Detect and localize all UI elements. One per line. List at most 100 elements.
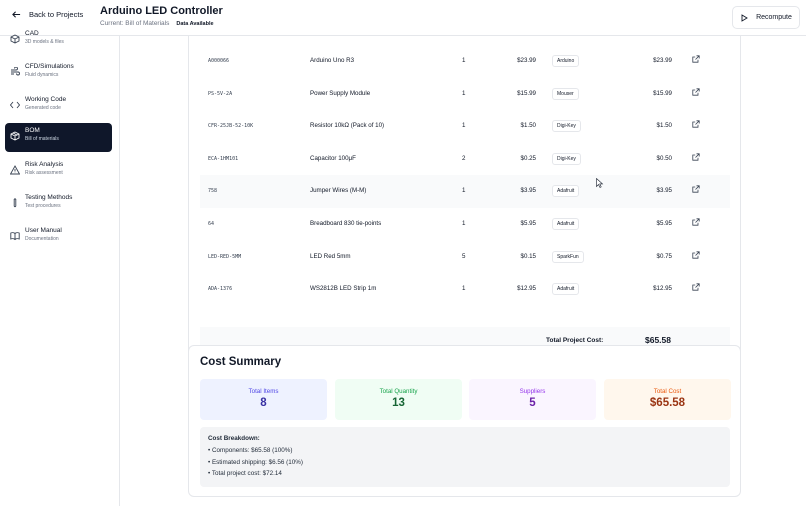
stat-label: Total Cost — [653, 388, 682, 395]
unit-price: $0.15 — [520, 252, 536, 260]
cost-summary-title: Cost Summary — [200, 356, 282, 368]
part-number: ADA-1376 — [208, 286, 233, 293]
line-total: $1.50 — [656, 122, 672, 130]
sidebar-item-bom[interactable]: BOM Bill of materials — [5, 123, 112, 152]
project-title: Arduino LED Controller — [100, 5, 223, 17]
supplier-badge: Adafruit — [552, 283, 580, 296]
sidebar-item-desc: Generated code — [25, 105, 61, 111]
quantity: 1 — [462, 57, 466, 64]
part-description: Breadboard 830 tie-points — [310, 220, 382, 227]
back-label: Back to Projects — [29, 10, 84, 19]
supplier-badge: Mouser — [552, 87, 579, 100]
sidebar-item-desc: Bill of materials — [25, 136, 59, 142]
unit-price: $12.95 — [517, 285, 536, 293]
sidebar-item-cad[interactable]: CAD 3D models & files — [5, 26, 112, 55]
supplier-badge: SparkFun — [552, 250, 584, 263]
bom-row: CFR-25JB-52-10K Resistor 10kΩ (Pack of 10… — [200, 110, 730, 143]
current-section: Current: Bill of Materials — [100, 20, 170, 27]
stat-label: Total Items — [248, 388, 279, 395]
breakdown-title: Cost Breakdown: — [208, 435, 260, 442]
part-description: LED Red 5mm — [310, 252, 351, 260]
total-cost-label: Total Project Cost: — [546, 337, 604, 344]
bom-row: ADA-1376 WS2812B LED Strip 1m 1 $12.95 Adafr… — [200, 273, 730, 306]
external-link-icon[interactable] — [692, 250, 700, 259]
breakdown-line: • Total project cost: $72.14 — [208, 470, 282, 477]
breakdown-line: • Estimated shipping: $6.56 (10%) — [208, 458, 303, 466]
stat-value: 5 — [529, 397, 536, 409]
quantity: 1 — [462, 187, 466, 195]
bom-row: PS-5V-2A Power Supply Module 1 $15.99 Mouser… — [200, 78, 730, 111]
cube-icon — [10, 34, 20, 44]
unit-price: $0.25 — [520, 154, 536, 162]
summary-stat-card: Total Quantity 13 — [335, 379, 462, 420]
play-icon — [741, 13, 748, 22]
sidebar-item-label: Risk Analysis — [25, 161, 64, 168]
part-number: ECA-1HM101 — [208, 155, 239, 162]
sidebar-item-label: Testing Methods — [25, 194, 73, 201]
sidebar-item-code[interactable]: Working Code Generated code — [5, 92, 112, 121]
unit-price: $23.99 — [517, 57, 536, 64]
unit-price: $1.50 — [520, 122, 536, 130]
sidebar-item-desc: Risk assessment — [25, 170, 63, 176]
cost-breakdown: Cost Breakdown: • Components: $65.58 (10… — [200, 427, 730, 487]
external-link-icon[interactable] — [692, 185, 700, 193]
top-bar: Back to Projects Arduino LED Controller … — [0, 0, 806, 36]
part-number: LED-RED-5MM — [208, 253, 242, 260]
bom-row: 758 Jumper Wires (M-M) 1 $3.95 Adafruit $3.95 — [200, 175, 730, 209]
bom-row: LED-RED-5MM LED Red 5mm 5 $0.15 SparkFun $0.7… — [200, 241, 730, 274]
supplier-badge: Adafruit — [552, 218, 580, 230]
sidebar-item-manual[interactable]: User Manual Documentation — [5, 223, 112, 252]
external-link-icon[interactable] — [692, 283, 700, 291]
unit-price: $15.99 — [517, 89, 536, 97]
line-total: $15.99 — [653, 89, 672, 97]
cost-summary-card: Cost Summary Total Items 8 Total Quantity 1… — [188, 345, 741, 497]
quantity: 1 — [462, 89, 466, 97]
bom-row: ECA-1HM101 Capacitor 100μF 2 $0.25 Digi-Key $… — [200, 143, 730, 176]
part-description: Capacitor 100μF — [310, 154, 356, 162]
part-description: WS2812B LED Strip 1m — [310, 285, 377, 293]
part-description: Resistor 10kΩ (Pack of 10) — [310, 122, 385, 130]
external-link-icon[interactable] — [692, 55, 700, 63]
unit-price: $3.95 — [520, 187, 536, 195]
external-link-icon[interactable] — [692, 87, 700, 96]
stat-value: 13 — [392, 397, 405, 409]
sidebar-item-cfd[interactable]: CFD/Simulations Fluid dynamics — [5, 59, 112, 88]
external-link-icon[interactable] — [692, 218, 700, 226]
sidebar-item-risk[interactable]: Risk Analysis Risk assessment — [5, 157, 112, 186]
quantity: 5 — [462, 252, 466, 260]
sidebar-item-testing[interactable]: Testing Methods Test procedures — [5, 190, 112, 219]
book-icon — [10, 232, 20, 241]
part-number: PS-5V-2A — [208, 90, 233, 97]
sidebar-item-label: Working Code — [25, 96, 67, 103]
quantity: 1 — [462, 285, 466, 293]
arrow-left-icon — [12, 11, 21, 18]
line-total: $23.99 — [653, 57, 672, 64]
sidebar-item-label: CFD/Simulations — [25, 63, 74, 70]
supplier-badge: Digi-Key — [552, 120, 581, 133]
sidebar-item-label: BOM — [25, 127, 40, 134]
test-tube-icon — [13, 198, 17, 208]
back-to-projects-button[interactable]: Back to Projects — [12, 10, 83, 19]
sidebar-item-desc: Fluid dynamics — [25, 72, 59, 78]
part-number: 64 — [208, 221, 215, 227]
sidebar-item-desc: Documentation — [25, 236, 59, 242]
quantity: 1 — [462, 220, 466, 227]
part-description: Jumper Wires (M-M) — [310, 187, 367, 195]
supplier-badge: Arduino — [552, 55, 580, 67]
part-number: CFR-25JB-52-10K — [208, 123, 254, 130]
sidebar-item-desc: 3D models & files — [25, 39, 64, 45]
external-link-icon[interactable] — [692, 120, 700, 128]
stat-label: Suppliers — [519, 388, 546, 395]
warning-icon — [10, 165, 20, 175]
sidebar-item-desc: Test procedures — [25, 203, 61, 209]
data-available-badge: Data Available — [176, 20, 214, 27]
external-link-icon[interactable] — [692, 153, 700, 161]
part-description: Power Supply Module — [310, 89, 371, 97]
project-subtitle: Current: Bill of Materials Data Availabl… — [100, 20, 214, 27]
part-description: Arduino Uno R3 — [310, 57, 355, 64]
recompute-button[interactable]: Recompute — [732, 6, 800, 29]
code-icon — [10, 101, 20, 109]
package-icon — [10, 131, 20, 141]
mouse-cursor-icon — [596, 178, 604, 188]
bom-table-card: A000066 Arduino Uno R3 1 $23.99 Arduino $23.9… — [188, 36, 741, 368]
